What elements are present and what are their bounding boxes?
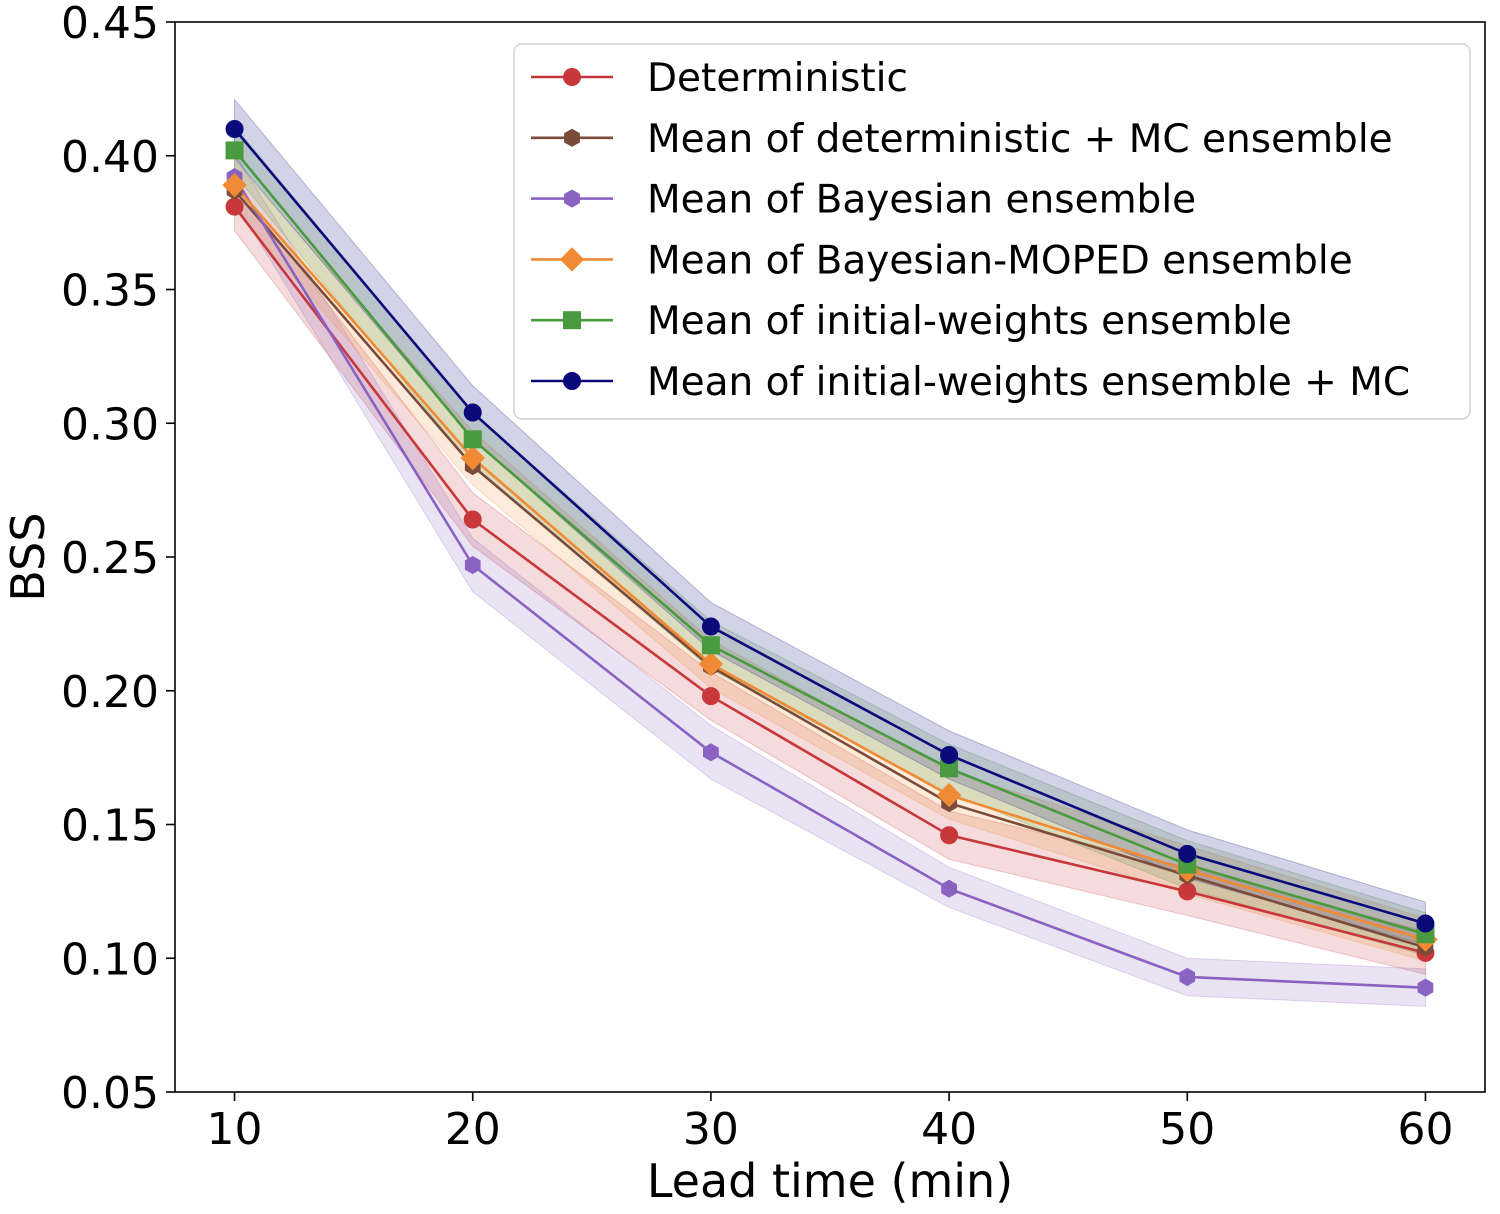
x-axis: 10 20 30 40 50 60 — [207, 1092, 1453, 1155]
point-mean-of-initial-weights-ensemble-mc-10 — [225, 120, 244, 138]
x-tick-label: 30 — [683, 1104, 739, 1155]
point-mean-of-bayesian-ensemble-60 — [1417, 978, 1434, 997]
x-tick-label: 40 — [921, 1104, 977, 1155]
point-mean-of-initial-weights-ensemble-mc-30 — [701, 617, 720, 636]
x-tick-label: 60 — [1397, 1104, 1453, 1155]
legend-label-deterministic: Deterministic — [647, 56, 908, 101]
x-axis-label: Lead time (min) — [647, 1154, 1013, 1208]
line-mean-of-bayesian-moped-ensemble — [233, 184, 1426, 941]
point-mean-of-bayesian-ensemble-30 — [703, 743, 719, 762]
point-mean-of-initial-weights-ensemble-20 — [463, 430, 482, 449]
point-mean-of-bayesian-moped-ensemble-20 — [460, 445, 485, 471]
point-mean-of-bayesian-moped-ensemble-10 — [222, 172, 247, 198]
line-mean-of-bayesian-ensemble — [233, 176, 1426, 989]
point-deterministic-50 — [1178, 882, 1197, 901]
legend-label-mean-of-initial-weights-ensemble: Mean of initial-weights ensemble — [647, 299, 1292, 344]
y-tick-label: 0.15 — [61, 801, 159, 852]
y-tick-label: 0.35 — [61, 266, 159, 317]
y-tick-label: 0.25 — [61, 533, 159, 584]
point-deterministic-30 — [701, 687, 720, 706]
y-tick-label: 0.10 — [61, 934, 159, 985]
y-tick-label: 0.45 — [61, 0, 159, 49]
line-mean-of-initial-weights-ensemble-mc — [233, 128, 1426, 925]
y-axis-label: BSS — [1, 512, 55, 601]
legend-marker-mean-of-deterministic-mc-ensemble — [564, 128, 580, 147]
point-mean-of-initial-weights-ensemble-mc-50 — [1178, 844, 1197, 863]
point-deterministic-40 — [940, 826, 959, 845]
legend-marker-mean-of-initial-weights-ensemble-mc — [563, 372, 581, 390]
x-tick-label: 20 — [445, 1104, 501, 1155]
legend-label-mean-of-bayesian-moped-ensemble: Mean of Bayesian-MOPED ensemble — [647, 238, 1353, 283]
point-mean-of-initial-weights-ensemble-mc-20 — [463, 403, 482, 422]
line-mean-of-initial-weights-ensemble — [233, 149, 1426, 936]
point-mean-of-bayesian-ensemble-20 — [464, 555, 481, 575]
legend-marker-mean-of-initial-weights-ensemble — [563, 311, 581, 330]
point-mean-of-bayesian-moped-ensemble-40 — [936, 782, 962, 808]
legend-marker-mean-of-bayesian-ensemble — [564, 189, 580, 208]
x-tick-label: 50 — [1159, 1104, 1215, 1155]
y-tick-label: 0.05 — [61, 1068, 159, 1119]
point-mean-of-bayesian-ensemble-50 — [1179, 967, 1196, 987]
legend-box — [513, 43, 1471, 420]
series-lines — [233, 128, 1426, 989]
legend-marker-deterministic — [563, 68, 581, 86]
point-mean-of-initial-weights-ensemble-mc-60 — [1416, 914, 1435, 933]
legend: Deterministic Mean of deterministic + MC … — [513, 43, 1471, 420]
band-mean-of-bayesian-ensemble — [234, 151, 1426, 1007]
point-mean-of-bayesian-ensemble-40 — [941, 879, 957, 898]
x-tick-label: 10 — [207, 1104, 263, 1155]
y-tick-label: 0.40 — [61, 132, 159, 183]
legend-marker-mean-of-bayesian-moped-ensemble — [559, 247, 585, 272]
line-deterministic — [233, 205, 1426, 955]
legend-label-mean-of-initial-weights-ensemble-mc: Mean of initial-weights ensemble + MC — [647, 360, 1410, 405]
legend-label-mean-of-bayesian-ensemble: Mean of Bayesian ensemble — [647, 178, 1196, 223]
y-tick-label: 0.20 — [61, 667, 159, 718]
y-axis: 0.05 0.10 0.15 0.20 0.25 0.30 0.35 0.40 0.45 — [61, 0, 175, 1119]
point-deterministic-10 — [225, 197, 244, 216]
series-markers — [222, 120, 1438, 997]
line-mean-of-deterministic-mc-ensemble — [233, 189, 1426, 949]
point-deterministic-20 — [463, 510, 482, 529]
point-mean-of-initial-weights-ensemble-30 — [701, 636, 720, 655]
y-tick-label: 0.30 — [61, 399, 159, 450]
point-mean-of-initial-weights-ensemble-mc-40 — [940, 745, 959, 764]
legend-label-mean-of-deterministic-mc-ensemble: Mean of deterministic + MC ensemble — [647, 117, 1393, 162]
point-mean-of-bayesian-moped-ensemble-30 — [698, 651, 724, 677]
point-mean-of-initial-weights-ensemble-10 — [225, 141, 244, 160]
